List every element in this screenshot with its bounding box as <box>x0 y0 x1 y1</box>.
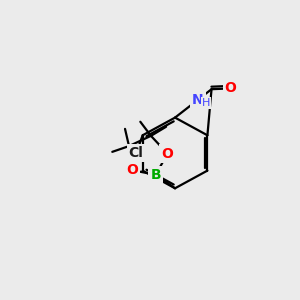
Text: N: N <box>192 93 203 107</box>
Text: O: O <box>126 163 138 177</box>
Text: O: O <box>225 81 237 95</box>
Text: B: B <box>150 168 161 182</box>
Text: O: O <box>161 147 173 160</box>
Text: H: H <box>202 98 210 108</box>
Text: Cl: Cl <box>129 146 143 160</box>
